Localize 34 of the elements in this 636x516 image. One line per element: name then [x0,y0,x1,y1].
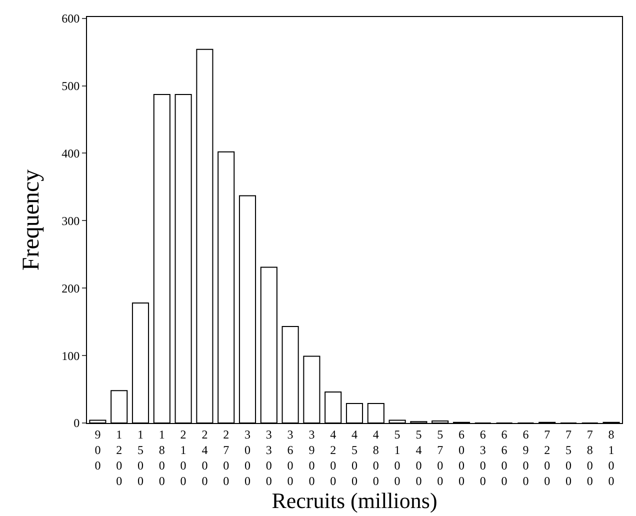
x-tick-label: 6900 [522,427,529,488]
x-tick-label: 7500 [566,427,572,488]
y-tick-label: 300 [62,214,80,228]
x-tick-label: 3600 [287,427,294,488]
x-tick-label: 6600 [501,427,508,488]
x-tick-label: 3900 [308,427,315,488]
x-tick-label: 6300 [480,427,486,488]
x-tick-label: 6000 [458,427,464,488]
x-tick-label: 2700 [223,427,230,488]
x-tick-label: 7200 [544,427,550,488]
y-tick-label: 500 [62,78,80,93]
x-tick-label: 2100 [180,427,186,488]
x-tick-label: 5100 [394,427,400,488]
x-tick-label: 5400 [416,427,422,488]
x-tick-label: 3000 [244,427,250,488]
x-axis-title: Recruits (millions) [272,488,438,514]
y-axis-title: Frequency [18,169,45,271]
x-tick-label: 2400 [202,427,208,488]
x-tick-label: 5700 [437,427,444,488]
y-tick-label: 100 [62,348,80,363]
x-tick-label: 1800 [158,427,165,488]
y-tick-label: 0 [74,416,80,430]
x-tick-label: 900 [94,427,101,473]
x-tick-label: 4800 [372,427,379,488]
y-tick-label: 200 [62,281,80,296]
x-tick-label: 1500 [138,427,144,488]
y-tick-label: 600 [62,12,80,26]
x-tick-label: 1200 [116,427,122,488]
x-tick-label: 4200 [330,427,336,488]
x-tick-label: 7800 [586,427,593,488]
y-tick-label: 400 [62,146,80,160]
x-tick-label: 4500 [352,427,358,488]
x-tick-label: 3300 [266,427,272,488]
x-tick-label: 8100 [608,427,614,488]
